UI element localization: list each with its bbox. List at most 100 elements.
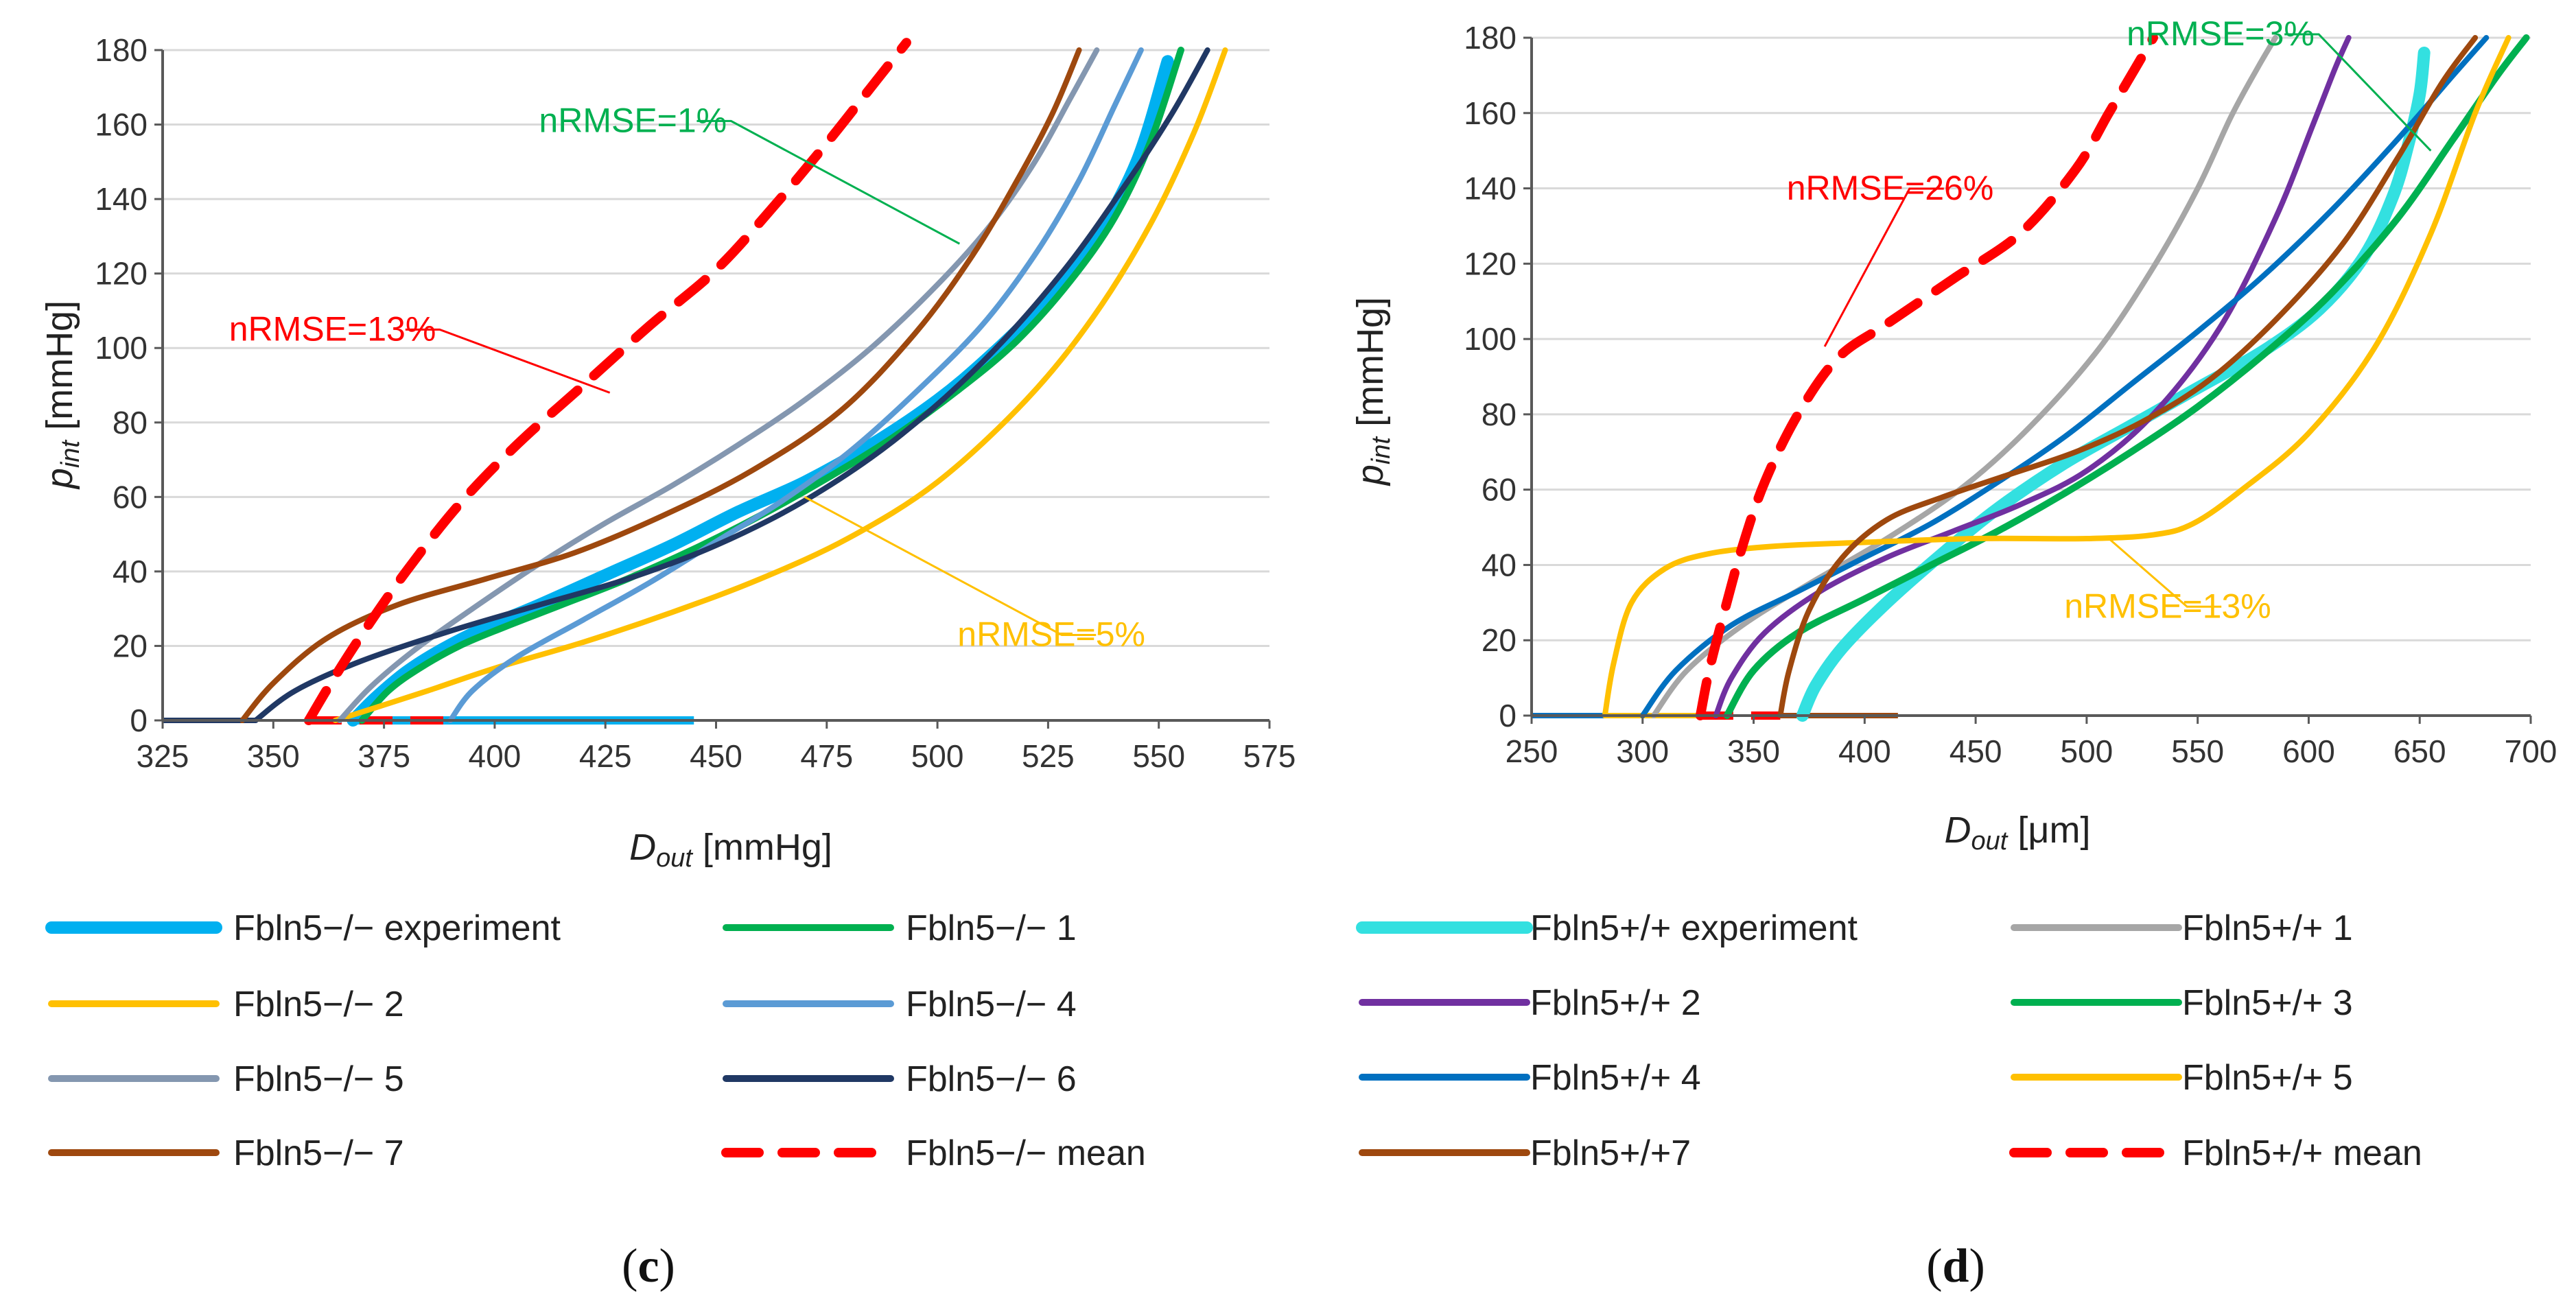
panel-c-annotation-2-leader: [405, 328, 611, 394]
panel-d-ytick-label-160: 160: [1464, 95, 1517, 131]
panel-c-legend-fbln5-6-label: Fbln5−/− 6: [906, 1059, 1077, 1099]
panel-c-ytick-label-20: 20: [113, 628, 148, 663]
panel-c-xlabel-main: D: [629, 827, 656, 868]
panel-d-line-fbln5-3: [1723, 34, 2530, 719]
panel-c-ylabel-unit: [mmHg]: [39, 301, 80, 440]
panel-c-xlabel-unit: [mmHg]: [692, 827, 832, 868]
panel-c-annotation-3-text: nRMSE=5%: [957, 615, 1145, 653]
panel-c-annotation-1-leader: [696, 119, 961, 245]
panel-d-axes: [1530, 38, 2531, 717]
panel-c-line-fbln5-mean: [303, 38, 911, 725]
panel-d-xtick-label-550: 550: [2171, 733, 2224, 769]
panel-c-legend-fbln5-1-label: Fbln5−/− 1: [906, 908, 1077, 948]
panel-d-ytick-label-80: 80: [1482, 397, 1517, 432]
panel-d-line-fbln5-7: [1777, 35, 2479, 718]
panel-c-annotation-2-text: nRMSE=13%: [229, 309, 436, 348]
panel-d-ytick-label-100: 100: [1464, 321, 1517, 357]
panel-c-xtick-label-475: 475: [800, 738, 853, 774]
panel-d-xtick-label-300: 300: [1616, 733, 1669, 769]
panel-c-xtick-label-525: 525: [1022, 738, 1075, 774]
panel-d-series: [1602, 33, 2530, 722]
panel-d-ylabel-unit: [mmHg]: [1350, 297, 1391, 437]
panel-c-ytick-label-100: 100: [95, 330, 148, 366]
panel-c-annotation-3-leader: [804, 496, 1097, 636]
panel-d-legend-fbln5-1-label: Fbln5+/+ 1: [2182, 908, 2353, 948]
panel-c-legend-fbln5-4-label: Fbln5−/− 4: [906, 985, 1077, 1024]
panel-c-xtick-label-500: 500: [911, 738, 964, 774]
panel-d-ytick-label-120: 120: [1464, 246, 1517, 281]
panel-c-xlabel-sub: out: [656, 844, 693, 873]
panel-d-xlabel: Dout [μm]: [1945, 810, 2091, 856]
panel-c-xtick-label-550: 550: [1132, 738, 1185, 774]
panel-c-ytick-label-40: 40: [113, 554, 148, 589]
panel-c-legend-fbln5-5-label: Fbln5−/− 5: [233, 1059, 404, 1099]
panel-d-legend-fbln5-7-label: Fbln5+/+7: [1530, 1133, 1691, 1173]
panel-c-chart: 325 350 375 400 425 450 475 500 525 550 575 0 20 40 60…: [39, 32, 1296, 873]
panel-c-ytick-label-180: 180: [95, 32, 148, 68]
panel-d-xtick-label-350: 350: [1727, 733, 1780, 769]
panel-c-annotation-1-text: nRMSE=1%: [539, 101, 727, 139]
panel-c-line-fbln5-experiment: [347, 55, 1174, 727]
panel-c-xtick-label-400: 400: [469, 738, 522, 774]
panel-c-legend-fbln5-experiment-label: Fbln5−/− experiment: [233, 908, 561, 948]
panel-d-annotation-3-leader: [2108, 537, 2222, 608]
panel-c-line-fbln5-5: [337, 47, 1100, 723]
panel-c-line-fbln5-4: [447, 47, 1144, 723]
panel-c-ticks: 325 350 375 400 425 450 475 500 525 550 575 0 20 40 60…: [95, 32, 1296, 774]
panel-c-ytick-label-60: 60: [113, 479, 148, 515]
panel-c-ytick-label-0: 0: [130, 703, 148, 738]
panel-c-ylabel: pint [mmHg]: [39, 301, 85, 490]
panel-d-ytick-label-40: 40: [1482, 547, 1517, 582]
panel-d-legend-fbln5-experiment-label: Fbln5+/+ experiment: [1530, 908, 1858, 948]
panel-d-legend-fbln5-4-label: Fbln5+/+ 4: [1530, 1058, 1701, 1098]
panel-d-xtick-label-450: 450: [1949, 733, 2002, 769]
panel-c-ytick-label-140: 140: [95, 181, 148, 217]
panel-d-legend-fbln5-2-label: Fbln5+/+ 2: [1530, 983, 1701, 1023]
panel-d-ytick-label-60: 60: [1482, 472, 1517, 508]
panel-d-annotation-2-leader: [1823, 187, 1944, 347]
panel-c-annotations: nRMSE=1% nRMSE=13% nRMSE=5%: [229, 101, 1145, 653]
panel-c-ylabel-main: p: [39, 468, 80, 490]
panel-c-legend-fbln5-2-label: Fbln5−/− 2: [233, 985, 404, 1024]
panel-c-ytick-label-80: 80: [113, 405, 148, 440]
panel-d-annotation-3-text: nRMSE=13%: [2064, 587, 2271, 625]
panel-d-ytick-label-0: 0: [1499, 698, 1517, 733]
panel-d-xtick-label-650: 650: [2393, 733, 2446, 769]
panel-d-ylabel: pint [mmHg]: [1350, 297, 1396, 486]
panel-d-xtick-label-400: 400: [1838, 733, 1891, 769]
panel-c-legend-fbln5-7-label: Fbln5−/− 7: [233, 1133, 404, 1173]
panel-c-xtick-label-350: 350: [247, 738, 300, 774]
panel-d-annotation-1-text: nRMSE=3%: [2127, 14, 2315, 53]
panel-d-ticks: 250 300 350 400 450 500 550 600 650 700 0 20 40 60 80 1…: [1464, 20, 2557, 769]
panel-d-xlabel-unit: [μm]: [2007, 810, 2090, 851]
panel-c-line-fbln5-1: [358, 47, 1184, 724]
panel-c-label: (c): [622, 1240, 675, 1293]
panel-d-ylabel-main: p: [1350, 464, 1391, 486]
panel-d-legend-fbln5-5-label: Fbln5+/+ 5: [2182, 1058, 2353, 1098]
panel-d-xtick-label-500: 500: [2061, 733, 2114, 769]
panel-d-xtick-label-250: 250: [1506, 733, 1558, 769]
panel-d-xtick-label-600: 600: [2282, 733, 2335, 769]
panel-d-ytick-label-140: 140: [1464, 171, 1517, 207]
panel-d-line-fbln5-mean: [1695, 33, 2158, 720]
panel-d-legend: Fbln5+/+ experiment Fbln5+/+ 1 Fbln5+/+ 2 F…: [1356, 908, 2422, 1173]
panel-c-line-fbln5-6: [253, 47, 1210, 723]
panel-d-annotation-2-text: nRMSE=26%: [1787, 169, 1994, 207]
panel-d-annotations: nRMSE=3% nRMSE=26% nRMSE=13%: [1787, 14, 2432, 625]
panel-c-letter: c: [637, 1240, 659, 1293]
panel-c-xtick-label-425: 425: [579, 738, 632, 774]
panel-c-line-fbln5-2: [332, 47, 1228, 723]
panel-d-ytick-label-180: 180: [1464, 20, 1517, 56]
panel-c-line-fbln5-7: [239, 47, 1082, 723]
panel-c-legend-fbln5-mean-label: Fbln5−/− mean: [906, 1133, 1146, 1173]
panel-c-grid: [163, 49, 1269, 647]
panel-c-series: [239, 38, 1228, 727]
panel-d-label: (d): [1926, 1240, 1985, 1293]
panel-d-ylabel-sub: int: [1367, 436, 1396, 464]
panel-c-ylabel-sub: int: [56, 439, 85, 468]
panel-c-legend: Fbln5−/− experiment Fbln5−/− 1 Fbln5−/− 2 F…: [45, 908, 1146, 1173]
panel-d-line-fbln5-5: [1602, 35, 2511, 718]
panel-d-ytick-label-20: 20: [1482, 622, 1517, 658]
panel-d-line-fbln5-4: [1639, 35, 2490, 718]
